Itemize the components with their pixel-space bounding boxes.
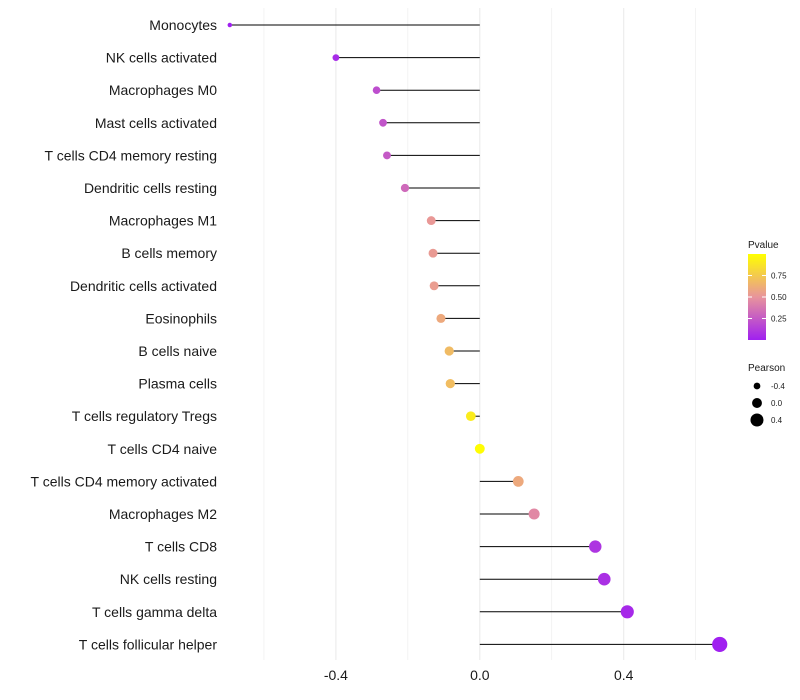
- dot-14: [512, 476, 524, 487]
- pearson-legend: Pearson -0.4 0.0 0.4: [748, 363, 785, 427]
- category-label-12: T cells regulatory Tregs: [72, 408, 217, 424]
- category-label-16: T cells CD8: [145, 539, 217, 555]
- dot-6: [426, 216, 436, 226]
- dot-19: [712, 636, 728, 652]
- dot-13: [474, 443, 485, 454]
- dot-10: [444, 346, 454, 356]
- category-label-1: NK cells activated: [106, 50, 217, 66]
- category-label-19: T cells follicular helper: [79, 636, 218, 652]
- category-label-13: T cells CD4 naive: [108, 441, 218, 457]
- pearson-legend-label-0: -0.4: [771, 382, 785, 391]
- category-label-5: Dendritic cells resting: [84, 180, 217, 196]
- category-label-7: B cells memory: [121, 245, 217, 261]
- pvalue-tick-label-1: 0.50: [771, 293, 787, 302]
- dot-18: [620, 605, 634, 619]
- dot-4: [383, 151, 391, 160]
- dot-11: [445, 378, 455, 389]
- pvalue-tick-label-2: 0.75: [771, 272, 787, 281]
- dot-16: [589, 540, 602, 553]
- dot-0: [227, 22, 233, 28]
- pearson-legend-dot-0: [753, 382, 761, 390]
- pvalue-legend: Pvalue 0.25 0.50 0.75: [748, 240, 787, 340]
- pearson-legend-dot-1: [752, 398, 762, 408]
- category-label-11: Plasma cells: [138, 376, 217, 392]
- pvalue-legend-title: Pvalue: [748, 240, 779, 251]
- category-label-8: Dendritic cells activated: [70, 278, 217, 294]
- x-axis-ticks: -0.4 0.0 0.4: [324, 667, 634, 683]
- category-label-4: T cells CD4 memory resting: [45, 147, 217, 163]
- dot-1: [332, 54, 340, 61]
- category-label-18: T cells gamma delta: [92, 604, 217, 620]
- dot-12: [465, 411, 476, 422]
- pvalue-tick-label-0: 0.25: [771, 315, 787, 324]
- dot-3: [379, 118, 387, 127]
- category-label-9: Eosinophils: [145, 310, 217, 326]
- pearson-legend-label-2: 0.4: [771, 416, 783, 425]
- grid-lines: [263, 8, 696, 660]
- category-labels: Monocytes NK cells activated Macrophages M…: [31, 17, 218, 652]
- lollipop-dots: [227, 22, 728, 652]
- dot-9: [436, 313, 446, 323]
- x-tick-label-0: -0.4: [324, 667, 348, 683]
- x-tick-label-2: 0.4: [614, 667, 634, 683]
- category-label-2: Macrophages M0: [109, 82, 217, 98]
- pvalue-colorbar: [748, 254, 766, 340]
- dot-8: [429, 281, 439, 291]
- lollipop-segments: [229, 24, 720, 645]
- x-tick-label-1: 0.0: [470, 667, 490, 683]
- pearson-legend-dot-2: [750, 413, 764, 427]
- category-label-15: Macrophages M2: [109, 506, 217, 522]
- dot-5: [400, 183, 410, 193]
- pearson-legend-label-1: 0.0: [771, 399, 783, 408]
- dot-2: [372, 86, 381, 95]
- category-label-17: NK cells resting: [120, 571, 217, 587]
- dot-17: [597, 572, 611, 586]
- dot-7: [428, 248, 438, 258]
- category-label-3: Mast cells activated: [95, 115, 217, 131]
- category-label-10: B cells naive: [138, 343, 217, 359]
- category-label-6: Macrophages M1: [109, 213, 217, 229]
- pearson-legend-title: Pearson: [748, 363, 785, 374]
- category-label-0: Monocytes: [149, 17, 217, 33]
- category-label-14: T cells CD4 memory activated: [31, 473, 217, 489]
- dot-15: [528, 508, 540, 520]
